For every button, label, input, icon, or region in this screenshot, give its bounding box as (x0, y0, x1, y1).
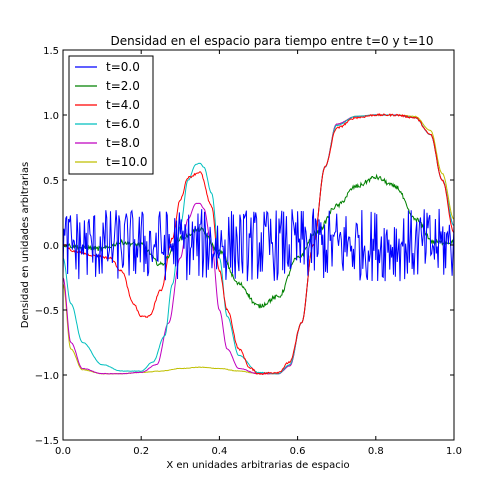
x-tick-label: 0.2 (133, 446, 149, 457)
x-tick-label: 1.0 (446, 446, 462, 457)
legend-box (68, 55, 154, 175)
legend-entry-label: t=8.0 (106, 136, 140, 150)
y-tick-label: 1.5 (43, 46, 59, 57)
legend-entry-label: t=2.0 (106, 79, 140, 93)
x-tick-label: 0.8 (368, 446, 384, 457)
legend-entry-label: t=0.0 (106, 60, 140, 74)
y-axis-label: Densidad en unidades arbitrarias (20, 162, 31, 328)
legend-entry-label: t=6.0 (106, 117, 140, 131)
y-axis: −1.5 −1.0 −0.5 0.0 0.5 1.0 1.5 (35, 46, 454, 447)
series-layer (63, 113, 454, 376)
x-axis: 0.0 0.2 0.4 0.6 0.8 1.0 (55, 50, 462, 457)
x-tick-label: 0.4 (211, 446, 227, 457)
y-tick-label: −0.5 (35, 306, 59, 317)
legend-entry-label: t=10.0 (106, 155, 147, 169)
y-tick-label: 0.0 (43, 241, 59, 252)
x-tick-label: 0.0 (55, 446, 71, 457)
chart-title: Densidad en el espacio para tiempo entre… (111, 34, 434, 48)
y-tick-label: 1.0 (43, 111, 59, 122)
series-line-t=4.0 (63, 113, 454, 376)
y-tick-label: −1.5 (35, 436, 59, 447)
x-tick-label: 0.6 (290, 446, 306, 457)
y-tick-label: 0.5 (43, 176, 59, 187)
legend-entry-label: t=4.0 (106, 98, 140, 112)
y-tick-label: −1.0 (35, 371, 59, 382)
legend: t=0.0 t=2.0 t=4.0 t=6.0 t=8.0 t=10.0 (68, 55, 154, 175)
series-line-t=0.0 (63, 208, 454, 282)
x-axis-label: X en unidades arbitrarias de espacio (166, 460, 349, 471)
series-line-t=2.0 (63, 173, 454, 309)
